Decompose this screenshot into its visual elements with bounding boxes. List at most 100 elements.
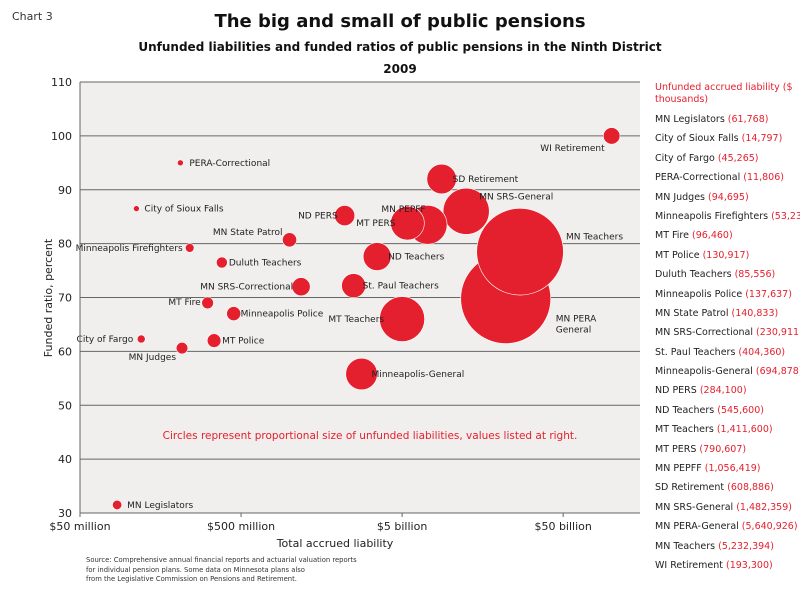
legend-item: MT Fire (96,460) xyxy=(655,226,800,245)
legend-item-value: (1,482,359) xyxy=(736,501,792,513)
bubble-label: MN Teachers xyxy=(566,233,623,243)
y-tick-label: 110 xyxy=(51,76,72,89)
axes: 30 40 50 60 70 80 90 100 110 $50 million $500 mill… xyxy=(49,76,591,533)
bubble-label: SD Retirement xyxy=(453,175,519,185)
bubble-city-of-fargo xyxy=(136,334,146,344)
bubble-label: MT Teachers xyxy=(328,315,384,325)
legend-item-value: (193,300) xyxy=(726,559,773,571)
legend-item: MN SRS-Correctional (230,911) xyxy=(655,323,800,342)
legend-item-name: MT Fire xyxy=(655,230,692,242)
chart-number: Chart 3 xyxy=(12,10,53,23)
legend-item-value: (545,600) xyxy=(717,404,764,416)
y-tick-label: 40 xyxy=(58,453,72,466)
bubble-label: MN PEPFF xyxy=(381,205,425,215)
grid xyxy=(80,81,640,514)
legend-item: MN Legislators (61,768) xyxy=(655,110,800,129)
legend-item-value: (230,911) xyxy=(756,327,800,339)
legend-item: MN SRS-General (1,482,359) xyxy=(655,498,800,517)
legend-item-name: Minneapolis-General xyxy=(655,366,756,378)
legend-item-name: Minneapolis Firefighters xyxy=(655,210,772,222)
y-tick-label: 100 xyxy=(51,130,72,143)
legend-item: MN Teachers (5,232,394) xyxy=(655,537,800,556)
bubble-label: ND PERS xyxy=(298,212,338,222)
legend: Unfunded accrued liability ($ thousands)… xyxy=(655,82,800,575)
legend-item-value: (53,231) xyxy=(771,210,800,222)
legend-item: WI Retirement (193,300) xyxy=(655,556,800,575)
chart-period: 2009 xyxy=(383,62,417,76)
legend-items: MN Legislators (61,768) City of Sioux Fal… xyxy=(655,110,800,575)
y-tick-label: 60 xyxy=(58,345,72,358)
bubble-label: MN Judges xyxy=(129,353,177,363)
bubble-mn-srs-correctional xyxy=(291,277,311,297)
legend-item-value: (94,695) xyxy=(708,191,749,203)
legend-item-name: MN Teachers xyxy=(655,540,719,552)
bubble-mt-police xyxy=(206,333,222,348)
legend-item-value: (85,556) xyxy=(734,269,776,281)
legend-item: City of Fargo (45,265) xyxy=(655,149,800,168)
legend-item-value: (96,460) xyxy=(692,230,733,242)
legend-item: Duluth Teachers (85,556) xyxy=(655,265,800,284)
chart-subtitle: Unfunded liabilities and funded ratios o… xyxy=(138,40,662,54)
legend-item: MN State Patrol (140,833) xyxy=(655,304,800,323)
bubble-minneapolis-police xyxy=(226,306,242,321)
bubble-sd-retirement xyxy=(426,163,457,195)
legend-item: MN Judges (94,695) xyxy=(655,188,800,207)
legend-item: MT Teachers (1,411,600) xyxy=(655,420,800,439)
legend-item-name: MT PERS xyxy=(655,443,700,455)
bubbles xyxy=(112,127,621,510)
legend-item-name: WI Retirement xyxy=(655,559,727,571)
legend-item-value: (404,360) xyxy=(738,346,786,358)
legend-item-value: (5,232,394) xyxy=(718,540,774,552)
y-tick-label: 50 xyxy=(58,399,72,412)
legend-item-name: MN SRS-Correctional xyxy=(655,327,757,339)
chart-title: The big and small of public pensions xyxy=(214,11,586,32)
bubble-label: City of Fargo xyxy=(77,335,134,345)
legend-item-name: Duluth Teachers xyxy=(655,269,735,281)
bubble-label: MN State Patrol xyxy=(213,228,283,238)
legend-item: MN PERA-General (5,640,926) xyxy=(655,517,800,536)
bubble-mt-teachers xyxy=(379,296,425,342)
legend-item-name: MT Police xyxy=(655,249,703,261)
legend-item: Minneapolis Police (137,637) xyxy=(655,285,800,304)
legend-item: MN PEPFF (1,056,419) xyxy=(655,459,800,478)
legend-item-value: (11,806) xyxy=(743,172,784,184)
bubble-city-of-sioux-falls xyxy=(133,205,140,212)
bubble-label: MT PERS xyxy=(356,219,395,229)
bubble-labels: MN Legislators City of Sioux Falls City of… xyxy=(76,144,624,511)
legend-item-name: Minneapolis Police xyxy=(655,288,746,300)
legend-item-name: MN SRS-General xyxy=(655,501,737,513)
bubble-duluth-teachers xyxy=(216,256,228,269)
bubble-label: City of Sioux Falls xyxy=(144,205,224,215)
legend-item-value: (1,411,600) xyxy=(716,424,773,436)
source-note: Source: Comprehensive annual financial r… xyxy=(86,556,386,585)
chart-note: Circles represent proportional size of u… xyxy=(163,430,578,442)
bubble-mn-srs-general xyxy=(442,187,490,235)
legend-item-name: SD Retirement xyxy=(655,482,728,494)
legend-item-name: MN State Patrol xyxy=(655,307,732,319)
legend-item: PERA-Correctional (11,806) xyxy=(655,168,800,187)
legend-item-name: MN PEPFF xyxy=(655,463,705,475)
legend-item-value: (1,056,419) xyxy=(704,463,761,475)
legend-item-name: St. Paul Teachers xyxy=(655,346,739,358)
bubble-st-paul-teachers xyxy=(341,273,366,298)
bubble-label: MN SRS-Correctional xyxy=(200,283,293,293)
legend-heading: Unfunded accrued liability ($ thousands) xyxy=(655,82,793,105)
bubble-label: MN Legislators xyxy=(127,501,193,511)
bubble-mn-state-patrol xyxy=(282,232,297,248)
x-tick-label: $500 million xyxy=(207,520,275,533)
bubble-label: PERA-Correctional xyxy=(189,159,270,169)
legend-item: SD Retirement (608,886) xyxy=(655,478,800,497)
legend-item-name: City of Fargo xyxy=(655,152,718,164)
bubble-mt-pers xyxy=(390,206,425,241)
legend-item-name: ND Teachers xyxy=(655,404,718,416)
bubble-mn-judges xyxy=(175,342,189,355)
legend-item-name: MN PERA-General xyxy=(655,521,742,533)
bubble-label: MT Fire xyxy=(168,298,201,308)
bubble-pera-correctional xyxy=(177,159,184,167)
bubble-label: St. Paul Teachers xyxy=(363,282,439,292)
source-line: for individual pension plans. Some data … xyxy=(86,565,305,574)
y-tick-label: 30 xyxy=(58,507,72,520)
legend-item: St. Paul Teachers (404,360) xyxy=(655,343,800,362)
x-axis-title: Total accrued liability xyxy=(276,537,394,550)
source-line: Source: Comprehensive annual financial r… xyxy=(86,556,357,564)
